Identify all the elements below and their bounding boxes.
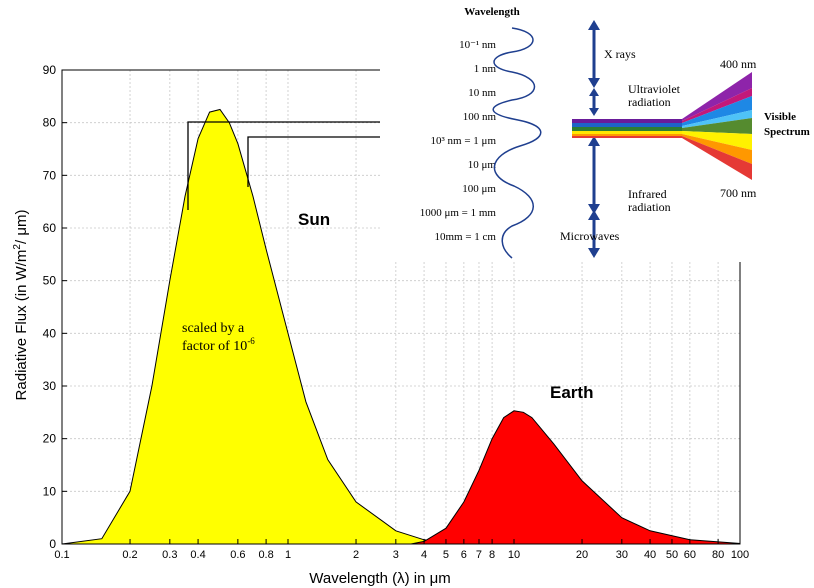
xray-arrow-up [588,20,600,30]
scale-note-text: factor of 10 [182,339,247,354]
visible-label-line2: Spectrum [764,126,810,138]
x-tick-label: 80 [712,549,724,561]
uv-label-line1: Ultraviolet [628,82,681,96]
x-tick-label: 50 [666,549,678,561]
x-tick-label: 6 [461,549,467,561]
ir-arrow-down [588,204,600,214]
y-axis-label-sup: 2 [12,244,23,250]
spectrum-inset: Wavelength 10⁻¹ nm 1 nm 10 nm 100 nm 10³ nm … [380,0,814,262]
wavelength-scale-label: 10³ nm = 1 μm [430,135,496,147]
y-tick-label: 40 [43,326,57,340]
y-axis-label-main: Radiative Flux (in W/m [13,250,30,401]
fan-blue [682,96,752,126]
y-tick-label: 60 [43,221,57,235]
y-axis-label: Radiative Flux (in W/m2/ μm) [12,210,30,401]
fan-red [682,136,752,180]
y-tick-label: 30 [43,379,57,393]
wave-icon [492,27,542,259]
y-tick-label: 90 [43,63,57,77]
x-tick-label: 0.4 [190,549,205,561]
x-tick-label: 7 [476,549,482,561]
x-tick-label: 0.3 [162,549,177,561]
y-tick-label: 50 [43,274,57,288]
x-tick-label: 100 [731,549,749,561]
wavelength-scale-label: 1000 μm = 1 mm [420,207,497,219]
wavelength-scale-label: 1 nm [474,63,497,75]
x-tick-label: 3 [393,549,399,561]
wavelength-scale-label: 10 nm [468,87,496,99]
x-tick-label: 0.6 [230,549,245,561]
visible-label-line1: Visible [764,111,796,123]
x-tick-label: 0.8 [258,549,273,561]
y-tick-label: 70 [43,168,57,182]
x-tick-label: 30 [616,549,628,561]
sun-curve [61,108,464,545]
x-tick-label: 5 [443,549,449,561]
uv-label-line2: radiation [628,95,671,109]
wavelength-scale-label: 10mm = 1 cm [434,231,496,243]
microwaves-label: Microwaves [560,229,620,243]
band-violet [572,119,682,123]
band-arrows [588,20,600,258]
band-red [572,136,682,138]
xray-label: X rays [604,47,636,61]
y-tick-label: 80 [43,116,57,130]
nm400-label: 400 nm [720,57,757,71]
wavelength-scale: 10⁻¹ nm 1 nm 10 nm 100 nm 10³ nm = 1 μm 10 μm… [420,39,497,243]
x-tick-label: 40 [644,549,656,561]
fan-cyan [682,110,752,128]
x-tick-label: 20 [576,549,588,561]
wavelength-scale-label: 100 nm [463,111,497,123]
x-axis-label: Wavelength (λ) in μm [309,570,450,587]
x-tick-label: 4 [421,549,427,561]
ir-arrow-up [588,136,600,146]
uv-arrow-down [589,108,599,116]
band-green [572,127,682,131]
inset-title: Wavelength [464,6,520,18]
ir-label-line1: Infrared [628,187,667,201]
scale-note-line1: scaled by a [182,321,245,336]
x-tick-label: 0.1 [54,549,69,561]
wavelength-scale-label: 100 μm [462,183,496,195]
scale-note-sup: -6 [247,336,255,346]
axis-ticks: 0.1 0.2 0.3 0.4 0.6 0.8 1 2 3 4 5 6 7 8 10 20 30 40 50 60 80… [43,63,750,561]
x-tick-label: 8 [489,549,495,561]
ir-label-line2: radiation [628,200,671,214]
fan-green [682,118,752,134]
band-blue [572,123,682,127]
fan-purple [682,72,752,121]
fan-orange [682,134,752,164]
fan-yellow [682,131,752,150]
band-orange [572,134,682,136]
xray-arrow-down [588,78,600,88]
x-tick-label: 1 [285,549,291,561]
wavelength-scale-label: 10⁻¹ nm [459,39,496,51]
x-tick-label: 60 [684,549,696,561]
visible-spectrum [572,72,752,180]
scale-note-line2: factor of 10-6 [182,336,255,354]
y-tick-label: 10 [43,484,57,498]
x-tick-label: 2 [353,549,359,561]
nm700-label: 700 nm [720,186,757,200]
fan-magenta [682,88,752,123]
sun-label: Sun [298,210,330,229]
wavelength-scale-label: 10 μm [468,159,497,171]
y-tick-label: 20 [43,432,57,446]
uv-arrow-up [589,88,599,96]
microwave-arrow-up [588,210,600,220]
x-tick-label: 0.2 [122,549,137,561]
x-tick-label: 10 [508,549,520,561]
earth-label: Earth [550,383,593,402]
y-tick-label: 0 [49,537,56,551]
earth-curve [410,410,741,545]
y-axis-label-end: / μm) [13,210,30,244]
band-yellow [572,131,682,134]
microwave-arrow-down [588,248,600,258]
